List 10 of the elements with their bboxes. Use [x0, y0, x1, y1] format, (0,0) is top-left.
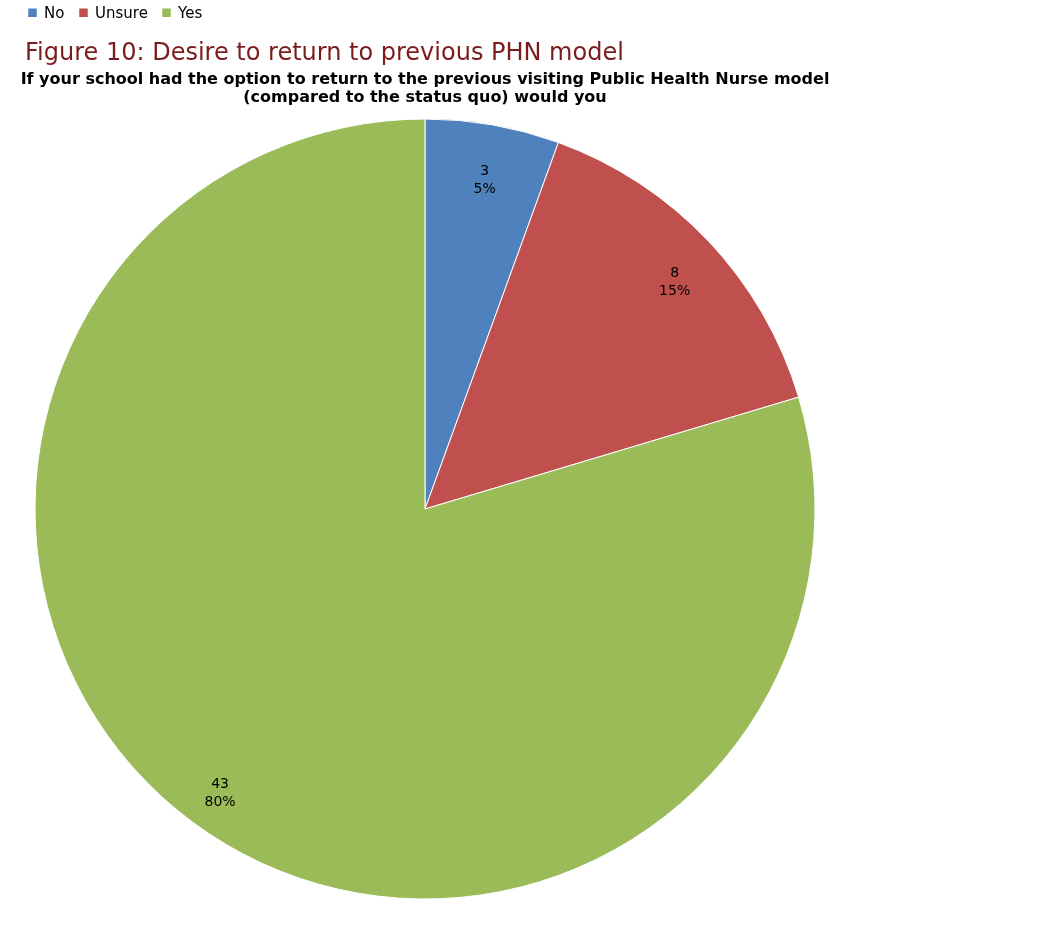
text: (compared to the status quo) would you [243, 87, 607, 106]
text: If your school had the option to return to the previous visiting Public Health Nurse model [20, 69, 830, 88]
legend-label: Unsure [95, 3, 148, 22]
caption: Figure 10: Desire to return to previous PHN model [25, 38, 624, 66]
legend-label: No [44, 3, 65, 22]
data-label: 3 5% [473, 162, 496, 197]
data-label: 8 15% [659, 264, 691, 299]
pie-slice [34, 118, 816, 899]
legend-label: Yes [177, 3, 203, 22]
data-label: 43 80% [204, 775, 236, 810]
